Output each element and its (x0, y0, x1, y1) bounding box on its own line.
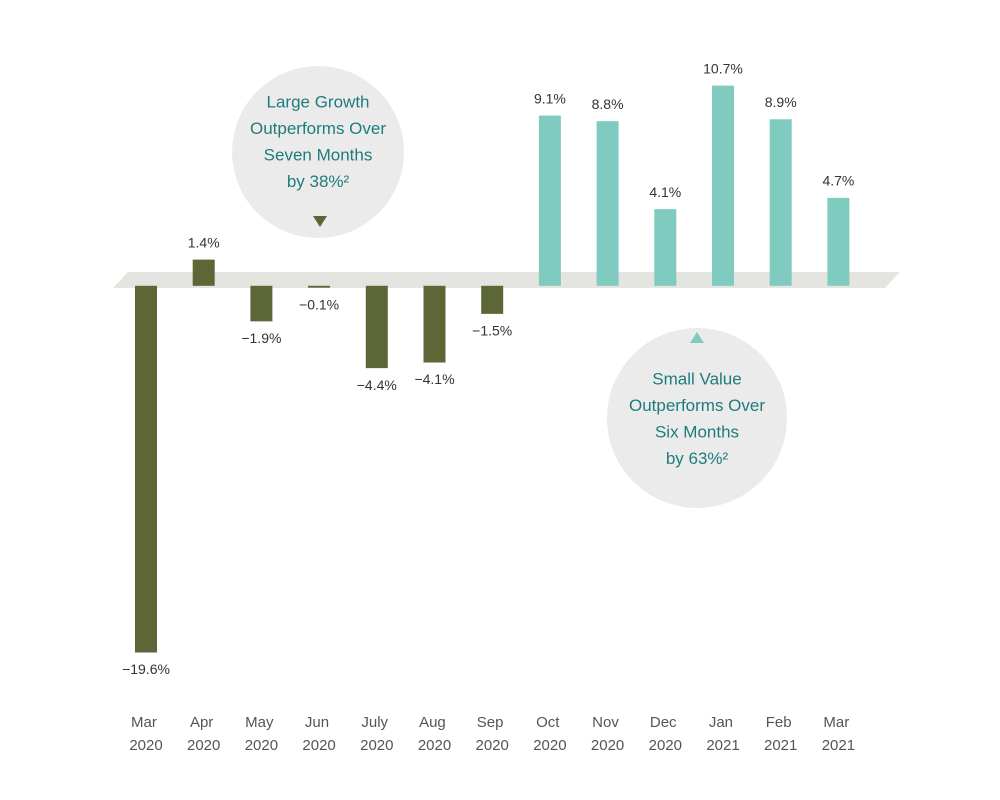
value-label: 4.7% (822, 173, 854, 189)
x-tick-label: Oct 2020 (533, 714, 566, 754)
callout-pointer (313, 216, 327, 227)
x-tick-label: Sep 2020 (476, 714, 509, 754)
annotation-line: by 63%² (666, 449, 729, 468)
bar (654, 209, 677, 286)
value-label: 4.1% (649, 184, 681, 200)
bar (365, 285, 388, 369)
value-label: 1.4% (188, 234, 220, 250)
value-label: −0.1% (299, 296, 339, 312)
annotation-line: Small Value (652, 369, 741, 388)
bar (481, 285, 504, 314)
bar (250, 285, 273, 322)
annotation-line: Outperforms Over (250, 119, 386, 138)
annotation-line: Seven Months (264, 145, 373, 164)
value-label: 9.1% (534, 90, 566, 106)
x-tick-label: Mar 2021 (822, 714, 855, 754)
annotation-line: Large Growth (267, 92, 370, 111)
bar (423, 285, 446, 363)
x-tick-label: May 2020 (245, 714, 278, 754)
bar (308, 285, 331, 288)
x-tick-label: Dec 2020 (649, 714, 682, 754)
annotation-line: Outperforms Over (629, 396, 765, 415)
value-label: −1.5% (472, 323, 512, 339)
value-label: 10.7% (703, 60, 743, 76)
x-tick-label: July 2020 (360, 714, 393, 754)
bar (135, 285, 157, 653)
callout-pointer (690, 332, 704, 343)
value-label: 8.8% (592, 96, 624, 112)
bar (712, 85, 734, 286)
bar (192, 259, 215, 286)
value-label: −4.4% (357, 377, 397, 393)
value-label: −4.1% (414, 371, 454, 387)
zero-band (113, 272, 900, 288)
annotation-line: by 38%² (287, 172, 350, 191)
x-tick-label: Nov 2020 (591, 714, 624, 754)
x-tick-label: Aug 2020 (418, 714, 451, 754)
x-tick-label: Feb 2021 (764, 714, 797, 754)
x-tick-label: Apr 2020 (187, 714, 220, 754)
x-tick-label: Jan 2021 (706, 714, 739, 754)
value-label: −19.6% (122, 661, 170, 677)
bar (538, 115, 561, 286)
bar (596, 121, 619, 286)
bar (827, 197, 850, 286)
x-tick-label: Jun 2020 (302, 714, 335, 754)
callout-bubble (607, 328, 787, 508)
bar (769, 119, 792, 286)
value-label: −1.9% (241, 330, 281, 346)
value-label: 8.9% (765, 94, 797, 110)
callout-bubble (232, 66, 404, 238)
x-tick-label: Mar 2020 (129, 714, 162, 754)
annotation-line: Six Months (655, 422, 739, 441)
